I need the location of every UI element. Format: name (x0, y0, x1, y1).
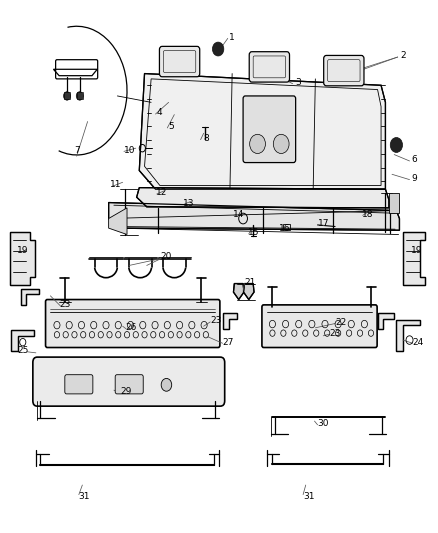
Text: 27: 27 (222, 338, 233, 346)
Text: 16: 16 (279, 224, 290, 232)
Text: 2: 2 (400, 52, 406, 60)
Polygon shape (11, 330, 34, 351)
Text: 14: 14 (233, 210, 244, 219)
Polygon shape (139, 74, 385, 189)
Text: 7: 7 (74, 146, 80, 155)
Circle shape (76, 92, 83, 100)
Bar (77, 92, 83, 99)
Polygon shape (223, 313, 237, 329)
Text: 25: 25 (17, 346, 28, 355)
Text: 30: 30 (318, 419, 329, 428)
Text: 13: 13 (183, 199, 194, 208)
Text: 20: 20 (161, 253, 172, 261)
Text: 31: 31 (303, 492, 314, 501)
Text: 9: 9 (411, 174, 417, 183)
Text: 6: 6 (411, 156, 417, 164)
Text: 22: 22 (335, 318, 346, 327)
Text: 15: 15 (248, 229, 260, 237)
Text: 23: 23 (59, 301, 71, 309)
Bar (389, 193, 399, 213)
Text: 18: 18 (362, 210, 374, 219)
FancyBboxPatch shape (262, 305, 377, 348)
Text: 19: 19 (17, 246, 28, 255)
Text: 4: 4 (157, 109, 162, 117)
Text: 23: 23 (210, 317, 222, 325)
Circle shape (390, 138, 403, 152)
Text: 1: 1 (229, 33, 235, 42)
Circle shape (273, 134, 289, 154)
FancyBboxPatch shape (249, 52, 290, 82)
Text: 29: 29 (120, 387, 132, 396)
Text: 31: 31 (78, 492, 90, 501)
FancyBboxPatch shape (243, 96, 296, 163)
FancyBboxPatch shape (159, 46, 200, 77)
Polygon shape (137, 188, 389, 208)
Text: 12: 12 (156, 189, 168, 197)
Text: 3: 3 (295, 78, 301, 87)
Circle shape (161, 378, 172, 391)
Polygon shape (109, 208, 127, 235)
Bar (64, 92, 70, 99)
Text: 23: 23 (329, 329, 341, 337)
Text: 5: 5 (168, 123, 174, 131)
Polygon shape (403, 232, 425, 285)
Circle shape (64, 92, 71, 100)
Text: 11: 11 (110, 181, 122, 189)
Text: 21: 21 (244, 278, 255, 287)
Text: 8: 8 (203, 134, 209, 143)
Text: 17: 17 (318, 220, 330, 228)
Polygon shape (233, 284, 244, 300)
FancyBboxPatch shape (33, 357, 225, 406)
Polygon shape (244, 284, 254, 300)
Text: 24: 24 (413, 338, 424, 346)
FancyBboxPatch shape (324, 55, 364, 86)
Text: 10: 10 (124, 146, 135, 155)
FancyBboxPatch shape (115, 375, 143, 394)
Bar (283, 224, 290, 230)
Polygon shape (378, 313, 394, 329)
Circle shape (250, 134, 265, 154)
Polygon shape (396, 320, 420, 351)
Text: 26: 26 (126, 324, 137, 332)
Polygon shape (10, 232, 35, 285)
Circle shape (212, 42, 224, 56)
Polygon shape (21, 289, 39, 305)
Text: 19: 19 (411, 246, 423, 255)
Polygon shape (109, 203, 399, 230)
FancyBboxPatch shape (65, 375, 93, 394)
FancyBboxPatch shape (46, 300, 220, 348)
